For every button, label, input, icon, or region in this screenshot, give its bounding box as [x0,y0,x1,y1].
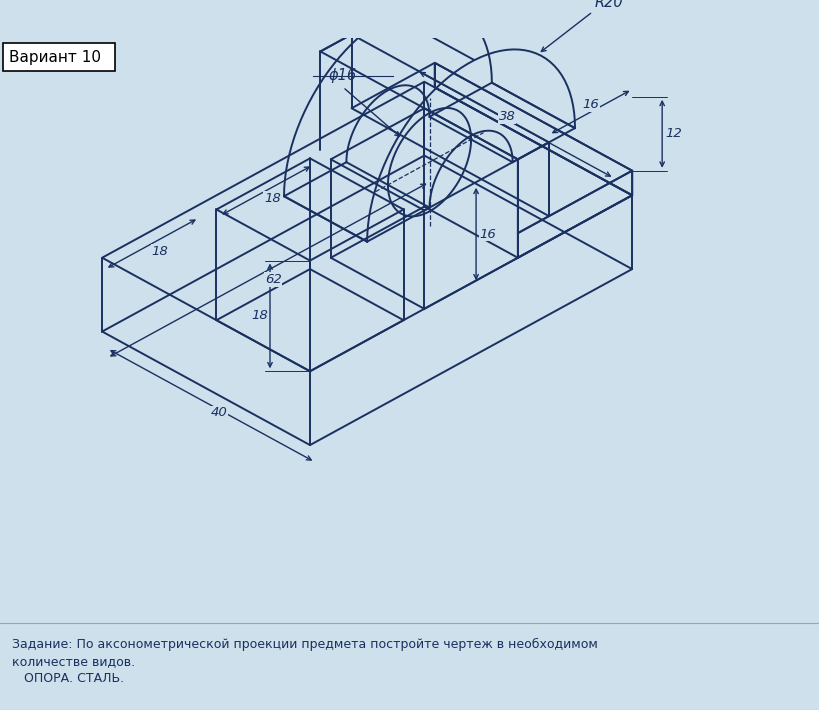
Text: 16: 16 [582,98,599,111]
Text: 18: 18 [152,245,168,258]
Text: Задание: По аксонометрической проекции предмета постройте чертеж в необходимом: Задание: По аксонометрической проекции п… [12,638,598,651]
FancyBboxPatch shape [3,43,115,71]
Text: 18: 18 [264,192,281,204]
Text: 16: 16 [480,228,496,241]
Text: 12: 12 [666,127,682,141]
Text: 40: 40 [210,406,228,420]
Text: 18: 18 [251,310,269,322]
Text: R20: R20 [595,0,623,10]
Text: ОПОРА. СТАЛЬ.: ОПОРА. СТАЛЬ. [12,672,124,685]
Text: Вариант 10: Вариант 10 [9,50,101,65]
Text: 38: 38 [499,110,516,124]
Text: ϕ16: ϕ16 [328,68,357,83]
Text: количестве видов.: количестве видов. [12,655,135,668]
Text: 62: 62 [265,273,282,286]
